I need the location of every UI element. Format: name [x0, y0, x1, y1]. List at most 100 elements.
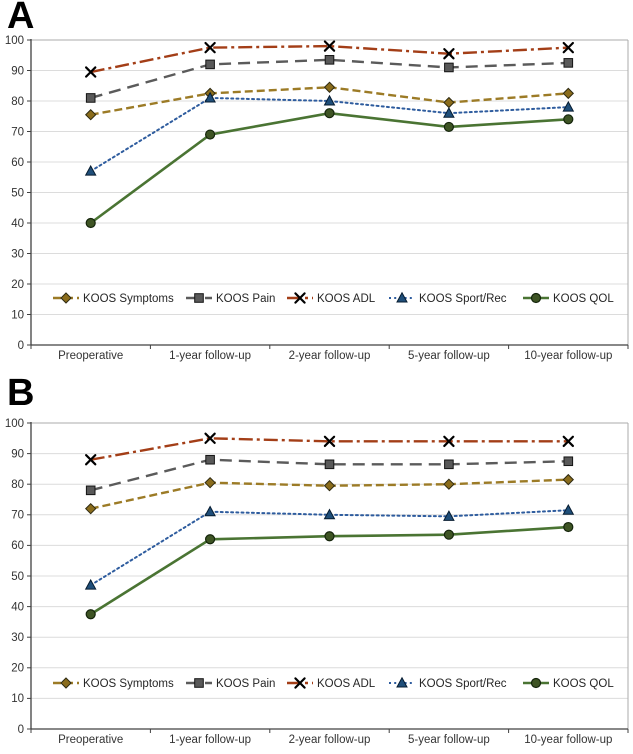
marker-koos-qol-0 [85, 217, 96, 229]
y-tick-label: 60 [11, 157, 24, 169]
marker-koos-adl-legend-0 [294, 677, 306, 689]
marker-koos-adl-1 [204, 41, 216, 54]
marker-koos-adl-0 [85, 66, 97, 78]
legend-label: KOOS ADL [317, 678, 376, 690]
legend-label: KOOS Sport/Rec [419, 293, 507, 305]
legend-item-koos-sport-rec: KOOS Sport/Rec [389, 676, 507, 690]
y-tick-label: 90 [11, 448, 24, 460]
legend-label: KOOS Sport/Rec [419, 678, 507, 690]
series-line-koos-adl [90, 44, 569, 74]
y-tick-label: 20 [11, 663, 24, 675]
marker-koos-sport-rec-4 [562, 100, 575, 112]
marker-koos-sport-rec-0 [84, 164, 97, 176]
y-tick-label: 60 [11, 540, 24, 552]
x-tick-label-2-year-follow-up: 2-year follow-up [289, 350, 371, 362]
y-tick-label: 20 [11, 279, 24, 291]
marker-koos-sport-rec-0 [84, 578, 97, 590]
panel-b-label: B [7, 372, 35, 414]
series-line-koos-pain [90, 58, 569, 100]
y-tick-label: 0 [18, 340, 24, 352]
legend-item-koos-adl: KOOS ADL [287, 677, 376, 690]
legend-label: KOOS QOL [553, 678, 614, 690]
x-tick-label-preoperative: Preoperative [58, 734, 123, 746]
y-tick-label: 70 [11, 126, 24, 138]
marker-koos-adl-4 [562, 41, 574, 54]
x-tick-label-1-year-follow-up: 1-year follow-up [169, 734, 251, 746]
legend-item-koos-sport-rec: KOOS Sport/Rec [389, 291, 507, 305]
marker-koos-pain-1 [205, 454, 215, 465]
y-tick-label: 0 [18, 724, 24, 736]
marker-koos-pain-3 [444, 459, 454, 470]
marker-koos-symptoms-2 [323, 480, 336, 492]
y-tick-label: 50 [11, 571, 24, 583]
marker-koos-qol-legend-0 [530, 292, 542, 304]
marker-koos-qol-1 [205, 129, 216, 140]
marker-koos-sport-rec-legend-0 [396, 676, 408, 688]
marker-koos-qol-1 [205, 534, 216, 545]
x-tick-label-10-year-follow-up: 10-year follow-up [524, 350, 612, 362]
marker-koos-sport-rec-3 [443, 106, 455, 118]
marker-koos-adl-3 [443, 435, 455, 448]
legend-item-koos-qol: KOOS QOL [523, 292, 614, 305]
y-tick-label: 80 [11, 96, 24, 108]
series-line-koos-pain [90, 458, 569, 492]
legend-item-koos-qol: KOOS QOL [523, 677, 614, 690]
marker-koos-pain-1 [205, 59, 215, 70]
marker-koos-symptoms-3 [443, 478, 455, 490]
marker-koos-symptoms-0 [84, 502, 97, 515]
marker-koos-symptoms-4 [562, 87, 575, 100]
marker-koos-sport-rec-4 [562, 503, 575, 515]
marker-koos-pain-3 [444, 62, 454, 73]
marker-koos-qol-2 [324, 108, 335, 119]
series-line-koos-adl [90, 437, 569, 461]
y-tick-label: 50 [11, 187, 24, 199]
x-tick-label-5-year-follow-up: 5-year follow-up [408, 350, 490, 362]
panel-a: A 0 10 20 30 40 50 60 70 80 90 100 Preoperative 1-ye… [5, 0, 629, 362]
chart-panel-b: 0 10 20 30 40 50 60 70 80 90 100 Preoperative 1-year… [5, 418, 629, 746]
y-tick-label: 30 [11, 632, 24, 644]
legend-label: KOOS Symptoms [83, 678, 174, 690]
marker-koos-adl-1 [204, 432, 216, 444]
marker-koos-adl-legend-0 [294, 292, 306, 304]
y-tick-label: 80 [11, 479, 24, 491]
marker-koos-qol-3 [443, 529, 454, 540]
marker-koos-sport-rec-2 [323, 94, 336, 106]
y-tick-label: 100 [5, 35, 24, 47]
marker-koos-sport-rec-1 [204, 505, 216, 517]
marker-koos-symptoms-4 [562, 473, 575, 486]
y-tick-label: 90 [11, 65, 24, 77]
marker-koos-qol-0 [85, 609, 96, 620]
marker-koos-pain-legend-0 [194, 293, 204, 303]
legend-label: KOOS Pain [216, 678, 275, 690]
marker-koos-pain-4 [563, 456, 574, 467]
legend-item-koos-adl: KOOS ADL [287, 292, 376, 305]
marker-koos-pain-4 [563, 58, 574, 68]
chart-panel-a: 0 10 20 30 40 50 60 70 80 90 100 Preoperative 1-year… [5, 35, 629, 362]
marker-koos-adl-2 [323, 40, 336, 52]
marker-koos-adl-2 [323, 435, 336, 448]
legend-label: KOOS Symptoms [83, 293, 174, 305]
marker-koos-sport-rec-1 [204, 91, 216, 103]
marker-koos-symptoms-1 [204, 476, 216, 489]
legend-item-koos-pain: KOOS Pain [186, 678, 275, 690]
marker-koos-pain-0 [85, 485, 96, 496]
marker-koos-symptoms-legend-0 [60, 677, 72, 689]
legend-label: KOOS Pain [216, 293, 275, 305]
legend-item-koos-pain: KOOS Pain [186, 293, 275, 305]
marker-koos-pain-0 [85, 93, 96, 103]
y-tick-label: 10 [11, 693, 24, 705]
y-tick-label: 40 [11, 601, 24, 613]
legend-item-koos-symptoms: KOOS Symptoms [53, 677, 174, 690]
legend-item-koos-symptoms: KOOS Symptoms [53, 292, 174, 305]
panel-a-label: A [7, 0, 35, 37]
marker-koos-sport-rec-legend-0 [396, 291, 408, 303]
series-line-koos-qol [89, 111, 569, 225]
marker-koos-sport-rec-3 [443, 510, 455, 521]
marker-koos-qol-2 [324, 531, 335, 542]
legend-label: KOOS QOL [553, 293, 614, 305]
x-tick-label-preoperative: Preoperative [58, 350, 123, 362]
marker-koos-pain-2 [324, 55, 335, 65]
y-tick-label: 10 [11, 309, 24, 321]
marker-koos-pain-2 [324, 459, 335, 470]
